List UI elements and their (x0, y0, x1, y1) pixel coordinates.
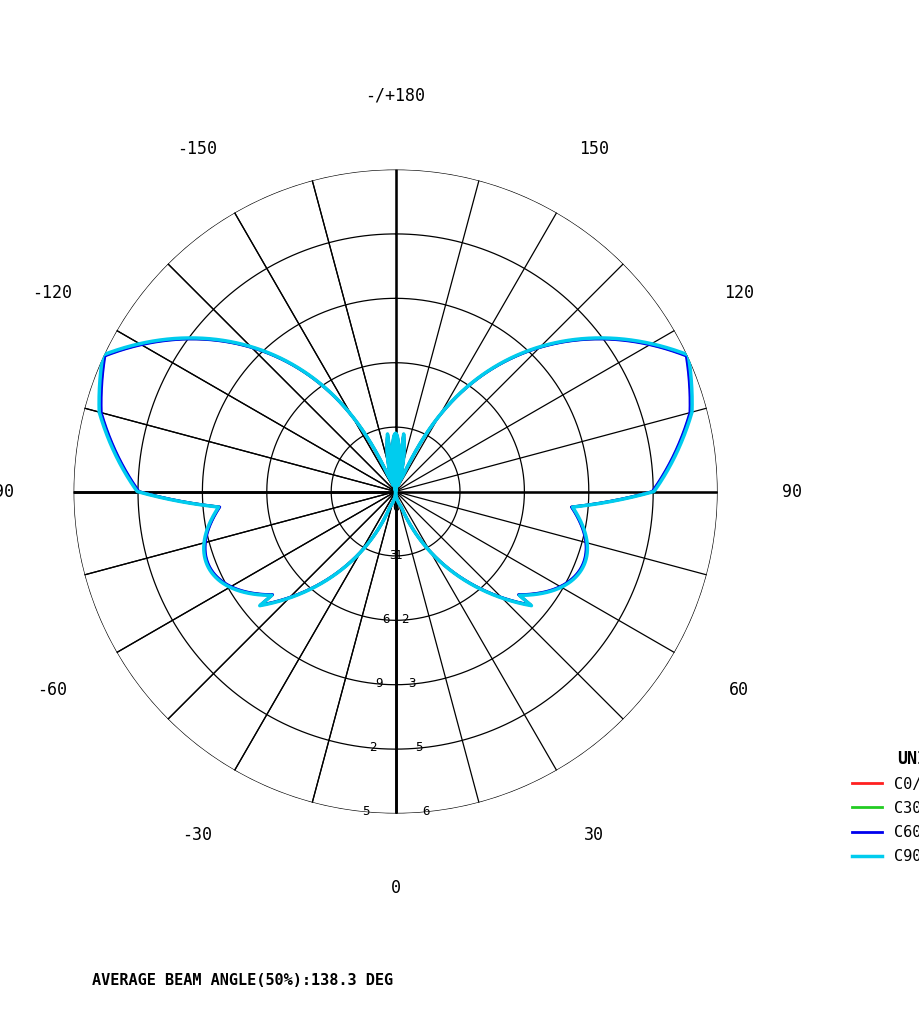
Legend: C0/180,138.5, C30/210,138.3, C60/240,137.9, C90/270,138.5: C0/180,138.5, C30/210,138.3, C60/240,137… (845, 743, 919, 870)
Text: 2: 2 (401, 613, 409, 626)
Text: 5: 5 (414, 741, 422, 755)
Text: AVERAGE BEAM ANGLE(50%):138.3 DEG: AVERAGE BEAM ANGLE(50%):138.3 DEG (92, 973, 392, 988)
Text: 1: 1 (394, 549, 402, 562)
Text: 3: 3 (408, 677, 415, 690)
Text: 3: 3 (389, 549, 396, 562)
Text: 6: 6 (381, 613, 390, 626)
Text: 9: 9 (375, 677, 382, 690)
Text: 0: 0 (391, 879, 400, 897)
Text: 2: 2 (369, 741, 376, 755)
Text: -150: -150 (177, 139, 217, 158)
Text: 5: 5 (361, 805, 369, 818)
Text: -120: -120 (32, 285, 73, 302)
Text: 120: 120 (723, 285, 753, 302)
Text: -30: -30 (182, 825, 212, 844)
Text: 0: 0 (391, 501, 399, 514)
Text: -/+180: -/+180 (365, 86, 425, 104)
Text: -60: -60 (38, 681, 67, 698)
Text: 150: 150 (578, 139, 608, 158)
Text: 60: 60 (728, 681, 748, 698)
Text: -90: -90 (0, 482, 15, 501)
Text: 90: 90 (781, 482, 800, 501)
Text: 6: 6 (421, 805, 429, 818)
Text: 30: 30 (583, 825, 603, 844)
